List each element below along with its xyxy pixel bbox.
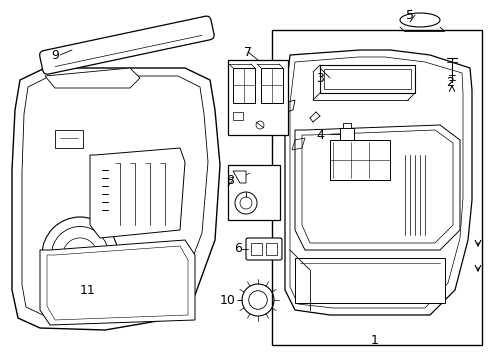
- Bar: [271, 30, 481, 345]
- Text: 6: 6: [234, 242, 242, 255]
- Polygon shape: [40, 240, 195, 325]
- Bar: [319, 65, 414, 93]
- Text: 8: 8: [225, 174, 234, 186]
- Bar: [329, 140, 389, 180]
- Polygon shape: [285, 50, 471, 315]
- Bar: [294, 258, 444, 303]
- Bar: [55, 130, 83, 148]
- Bar: [324, 69, 410, 89]
- FancyBboxPatch shape: [245, 238, 282, 260]
- Text: 11: 11: [80, 284, 96, 297]
- Text: 2: 2: [445, 76, 453, 89]
- Bar: [339, 128, 353, 140]
- Bar: [227, 165, 280, 220]
- Polygon shape: [12, 68, 220, 330]
- Bar: [250, 243, 262, 255]
- Bar: [227, 60, 287, 135]
- Polygon shape: [90, 148, 184, 238]
- Text: 5: 5: [405, 9, 413, 22]
- Text: 9: 9: [51, 49, 59, 62]
- Text: 3: 3: [315, 72, 323, 85]
- Text: 10: 10: [220, 293, 235, 306]
- Polygon shape: [45, 68, 140, 88]
- Bar: [261, 68, 283, 103]
- Ellipse shape: [399, 13, 439, 27]
- FancyBboxPatch shape: [40, 16, 214, 74]
- Text: 1: 1: [370, 333, 378, 346]
- Bar: [232, 68, 254, 103]
- Text: 7: 7: [244, 45, 251, 59]
- Bar: [265, 243, 276, 255]
- Bar: [342, 123, 350, 128]
- Bar: [232, 112, 243, 120]
- Text: 4: 4: [315, 129, 323, 141]
- Polygon shape: [294, 125, 459, 250]
